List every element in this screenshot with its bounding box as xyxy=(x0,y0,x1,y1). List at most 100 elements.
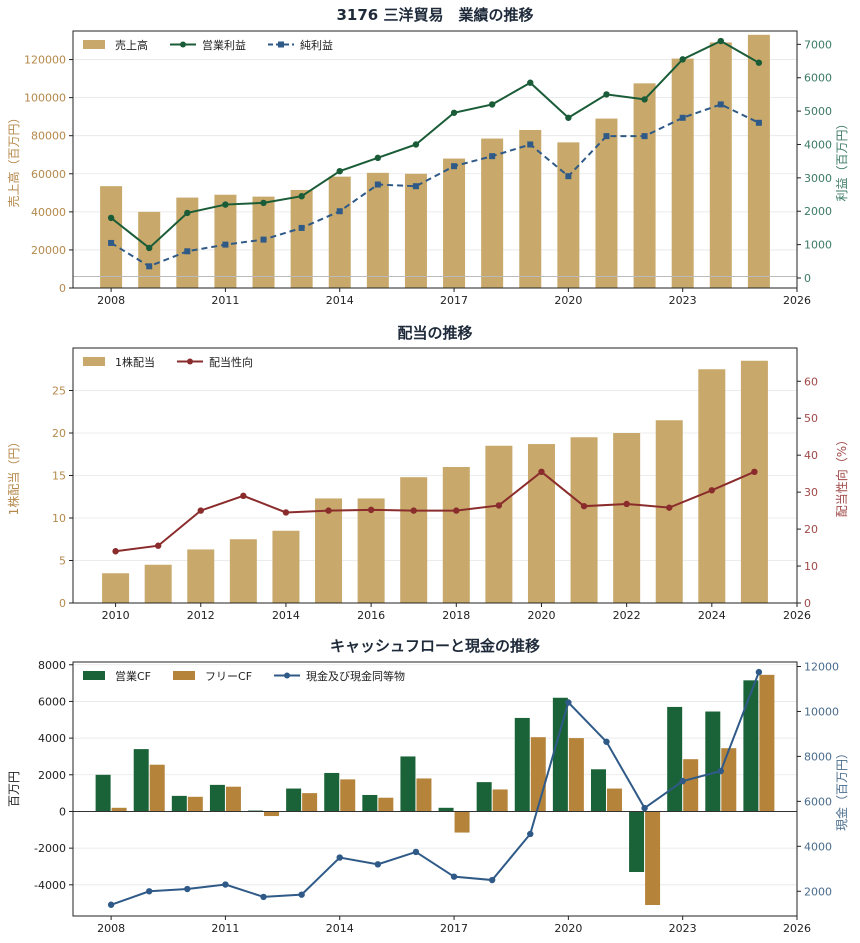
y2-tick-label: 50 xyxy=(804,412,818,425)
bar xyxy=(527,444,555,603)
data-point xyxy=(197,507,204,514)
legend-label: 配当性向 xyxy=(209,355,253,369)
bar xyxy=(683,759,699,812)
data-point xyxy=(146,888,153,895)
y-tick-label: 0 xyxy=(59,282,66,295)
x-tick-label: 2011 xyxy=(211,294,239,307)
data-point xyxy=(282,509,290,516)
data-point xyxy=(450,109,458,116)
data-point xyxy=(410,507,417,514)
bar xyxy=(340,779,356,812)
bar xyxy=(400,756,416,812)
y-tick-label: -2000 xyxy=(34,842,66,855)
data-point xyxy=(298,193,305,200)
data-point xyxy=(565,114,572,121)
y2-tick-label: 3000 xyxy=(804,172,832,185)
bar xyxy=(225,786,241,812)
data-point xyxy=(222,881,229,888)
y-tick-label: 40000 xyxy=(31,206,66,219)
bar xyxy=(645,811,661,905)
data-point xyxy=(184,885,191,893)
data-point xyxy=(641,804,648,812)
bar xyxy=(740,360,768,603)
bar xyxy=(187,796,203,812)
bar xyxy=(476,782,492,812)
y2-tick-label: 40 xyxy=(804,449,818,462)
x-tick-label: 2008 xyxy=(97,922,125,935)
y2-tick-label: 6000 xyxy=(804,795,832,808)
legend-label: フリーCF xyxy=(205,670,252,683)
legend-marker xyxy=(180,41,186,48)
bar xyxy=(100,186,123,288)
x-tick-label: 2020 xyxy=(527,609,555,622)
bar xyxy=(743,680,759,812)
y-tick-label: 8000 xyxy=(38,659,66,672)
x-tick-label: 2011 xyxy=(211,922,239,935)
data-point xyxy=(154,542,162,549)
y2-axis-label: 現金（百万円） xyxy=(834,747,849,831)
bar xyxy=(595,118,618,288)
legend-swatch xyxy=(83,40,105,49)
x-tick-label: 2023 xyxy=(669,294,697,307)
y-tick-label: 60000 xyxy=(31,168,66,181)
bar xyxy=(633,83,656,288)
data-point xyxy=(527,830,534,838)
data-point xyxy=(565,699,572,706)
data-point xyxy=(641,133,648,140)
y-tick-label: 4000 xyxy=(38,732,66,745)
x-tick-label: 2026 xyxy=(783,294,811,307)
data-point xyxy=(565,173,572,180)
bar xyxy=(557,142,580,288)
y-tick-label: 20000 xyxy=(31,244,66,257)
y-axis-label: 百万円 xyxy=(7,771,21,807)
bar xyxy=(747,34,770,289)
data-point xyxy=(717,37,724,45)
bar xyxy=(324,772,340,812)
y2-tick-label: 30 xyxy=(804,486,818,499)
series-line xyxy=(110,103,760,268)
y2-tick-label: 2000 xyxy=(804,205,832,218)
series-line xyxy=(115,470,755,553)
data-point xyxy=(222,201,229,208)
legend-marker xyxy=(278,41,284,48)
bar xyxy=(264,811,280,817)
x-tick-label: 2014 xyxy=(272,609,300,622)
data-point xyxy=(755,119,762,126)
bar xyxy=(570,437,598,603)
y2-tick-label: 10 xyxy=(804,560,818,573)
bar xyxy=(759,674,775,812)
y2-tick-label: 2000 xyxy=(804,885,832,898)
chart-panel-1: 3176 三洋貿易 業績の推移 2008 2011 2014 2017 2020 2023 2… xyxy=(6,6,849,307)
y-tick-label: 0 xyxy=(59,805,66,818)
data-point xyxy=(325,507,332,514)
data-point xyxy=(298,224,305,231)
bar xyxy=(454,811,470,833)
data-point xyxy=(603,91,610,98)
y-tick-label: 15 xyxy=(52,470,66,483)
bar xyxy=(144,564,172,603)
bar xyxy=(214,194,237,288)
bar xyxy=(442,467,470,603)
y-tick-label: -4000 xyxy=(34,879,66,892)
bar xyxy=(721,748,737,812)
y-tick-label: 5 xyxy=(59,555,66,568)
bar xyxy=(705,711,721,812)
data-point xyxy=(488,876,496,884)
y2-tick-label: 12000 xyxy=(804,660,839,673)
data-point xyxy=(755,668,763,676)
data-point xyxy=(374,181,381,188)
bar xyxy=(568,738,584,812)
x-tick-label: 2012 xyxy=(187,609,215,622)
y-axis-label: 1株配当（円） xyxy=(6,436,21,516)
y2-tick-label: 60 xyxy=(804,375,818,388)
data-point xyxy=(488,101,496,108)
bar xyxy=(416,778,432,812)
bar xyxy=(492,789,508,812)
legend-marker xyxy=(187,358,193,365)
bar xyxy=(149,764,165,812)
data-point xyxy=(146,263,153,270)
data-point xyxy=(412,848,420,856)
y-tick-label: 120000 xyxy=(24,54,66,67)
